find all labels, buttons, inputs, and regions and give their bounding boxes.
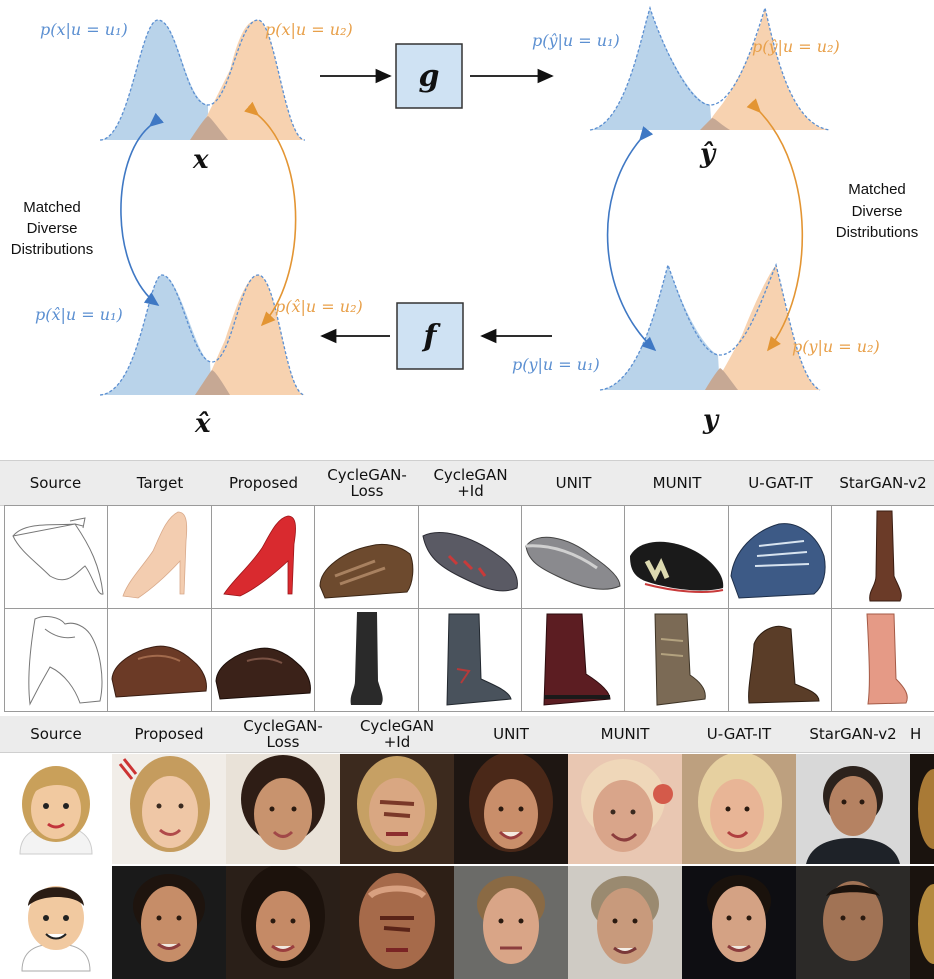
shoes-results: Source Target Proposed CycleGAN- Loss Cy…	[0, 460, 934, 712]
distribution-matching-diagram: p(x|u = u₁) p(x|u = u₂) x p(ŷ|u = u₁) p(…	[11, 5, 919, 439]
face-munit-2	[568, 866, 682, 979]
svg-text:Distributions: Distributions	[11, 241, 94, 258]
svg-text:Diverse: Diverse	[852, 203, 903, 220]
f-box	[396, 302, 464, 370]
faces-col-stargan: StarGAN-v2	[809, 725, 897, 743]
shoe-sketch-oxford	[28, 616, 103, 706]
shoes-col-cyclegan-id: CycleGAN +Id	[433, 466, 508, 500]
dist-yhat	[589, 5, 831, 131]
var-x: x	[192, 145, 209, 175]
var-yhat: ŷ	[699, 139, 717, 169]
label-px-u1: p(x|u = u₁)	[40, 20, 128, 39]
face-stargan-1	[796, 754, 910, 864]
shoe-grey-boot	[446, 613, 512, 706]
face-cyclegan-loss-1	[226, 754, 340, 864]
match-arrow-left-blue	[120, 112, 164, 306]
faces-col-ugatit: U-GAT-IT	[706, 725, 772, 743]
match-arrow-right-orange	[746, 98, 804, 352]
shoes-col-source: Source	[29, 474, 82, 492]
shoes-col-ugatit: U-GAT-IT	[748, 474, 813, 492]
shoes-col-unit: UNIT	[555, 474, 592, 492]
shoes-col-target: Target	[136, 474, 184, 492]
dist-xhat	[99, 274, 306, 396]
label-py-u1: p(y|u = u₁)	[512, 355, 600, 374]
right-note: Matched Diverse Distributions	[836, 181, 919, 241]
dist-y	[599, 262, 821, 391]
shoes-col-cyclegan-loss: CycleGAN- Loss	[327, 466, 407, 500]
shoes-col-stargan: StarGAN-v2	[839, 474, 927, 492]
faces-col-munit: MUNIT	[600, 725, 650, 743]
label-px-u2: p(x|u = u₂)	[265, 20, 353, 39]
shoe-brown-sneaker	[319, 543, 414, 599]
face-unit-1	[454, 754, 568, 864]
left-note: Matched Diverse Distributions	[11, 199, 94, 258]
face-unit-2	[454, 866, 568, 979]
face-partial-1	[910, 754, 934, 864]
svg-text:Distributions: Distributions	[836, 224, 919, 241]
shoe-beige-pump	[122, 511, 188, 599]
svg-text:Diverse: Diverse	[27, 220, 78, 237]
shoe-grey-flat	[525, 536, 621, 590]
label-py-u2: p(y|u = u₂)	[792, 337, 880, 356]
faces-col-proposed: Proposed	[134, 725, 204, 743]
shoe-red-pump	[223, 515, 296, 597]
face-stargan-2	[796, 866, 910, 979]
var-xhat: x̂	[194, 409, 211, 439]
face-cartoon-male	[21, 886, 91, 972]
shoe-brown-oxford	[111, 645, 207, 698]
g-label: g	[419, 59, 440, 94]
shoes-header: Source Target Proposed CycleGAN- Loss Cy…	[0, 460, 934, 506]
match-arrow-right-blue	[606, 126, 657, 352]
faces-col-source: Source	[30, 725, 82, 743]
faces-col-unit: UNIT	[493, 725, 529, 743]
label-pxhat-u1: p(x̂|u = u₁)	[35, 305, 123, 324]
shoe-blue-sneaker	[730, 523, 826, 599]
shoe-black-boot	[350, 612, 383, 705]
face-ugatit-1	[682, 754, 796, 864]
faces-header: Source Proposed CycleGAN- Loss CycleGAN …	[0, 716, 934, 753]
dist-x	[99, 19, 306, 141]
faces-col-partial: H	[910, 725, 922, 743]
shoe-bronze-boot	[748, 625, 820, 704]
shoe-maroon-boot	[543, 613, 611, 706]
shoe-grey-sneaker	[422, 532, 518, 592]
shoe-brown-boot-2	[654, 613, 706, 706]
face-partial-2	[910, 866, 934, 979]
face-cyclegan-id-2	[340, 866, 454, 979]
face-proposed-1	[112, 754, 226, 864]
shoes-col-munit: MUNIT	[652, 474, 702, 492]
faces-col-cyclegan-loss: CycleGAN- Loss	[243, 717, 323, 751]
svg-text:Matched: Matched	[848, 181, 906, 198]
faces-results: Source Proposed CycleGAN- Loss CycleGAN …	[0, 716, 934, 979]
label-pyhat-u2: p(ŷ|u = u₂)	[752, 37, 840, 56]
shoe-black-sneaker	[630, 541, 724, 593]
match-arrow-left-orange	[244, 101, 297, 327]
faces-col-cyclegan-id: CycleGAN +Id	[359, 717, 435, 751]
face-cyclegan-id-1	[340, 754, 454, 864]
var-y: y	[702, 405, 720, 435]
face-ugatit-2	[682, 866, 796, 979]
shoe-dark-oxford	[215, 647, 311, 700]
shoes-col-proposed: Proposed	[228, 474, 299, 492]
face-proposed-2	[112, 866, 226, 979]
shoe-brown-boot	[869, 510, 902, 602]
face-cyclegan-loss-2	[226, 866, 340, 979]
label-pyhat-u1: p(ŷ|u = u₁)	[532, 31, 620, 50]
face-munit-1	[568, 754, 682, 864]
svg-text:Matched: Matched	[23, 199, 81, 216]
shoe-sketch-heel	[12, 517, 104, 595]
face-cartoon-female	[19, 766, 93, 855]
shoe-pink-boot	[866, 613, 908, 705]
g-box	[395, 43, 463, 109]
label-pxhat-u2: p(x̂|u = u₂)	[275, 297, 363, 316]
